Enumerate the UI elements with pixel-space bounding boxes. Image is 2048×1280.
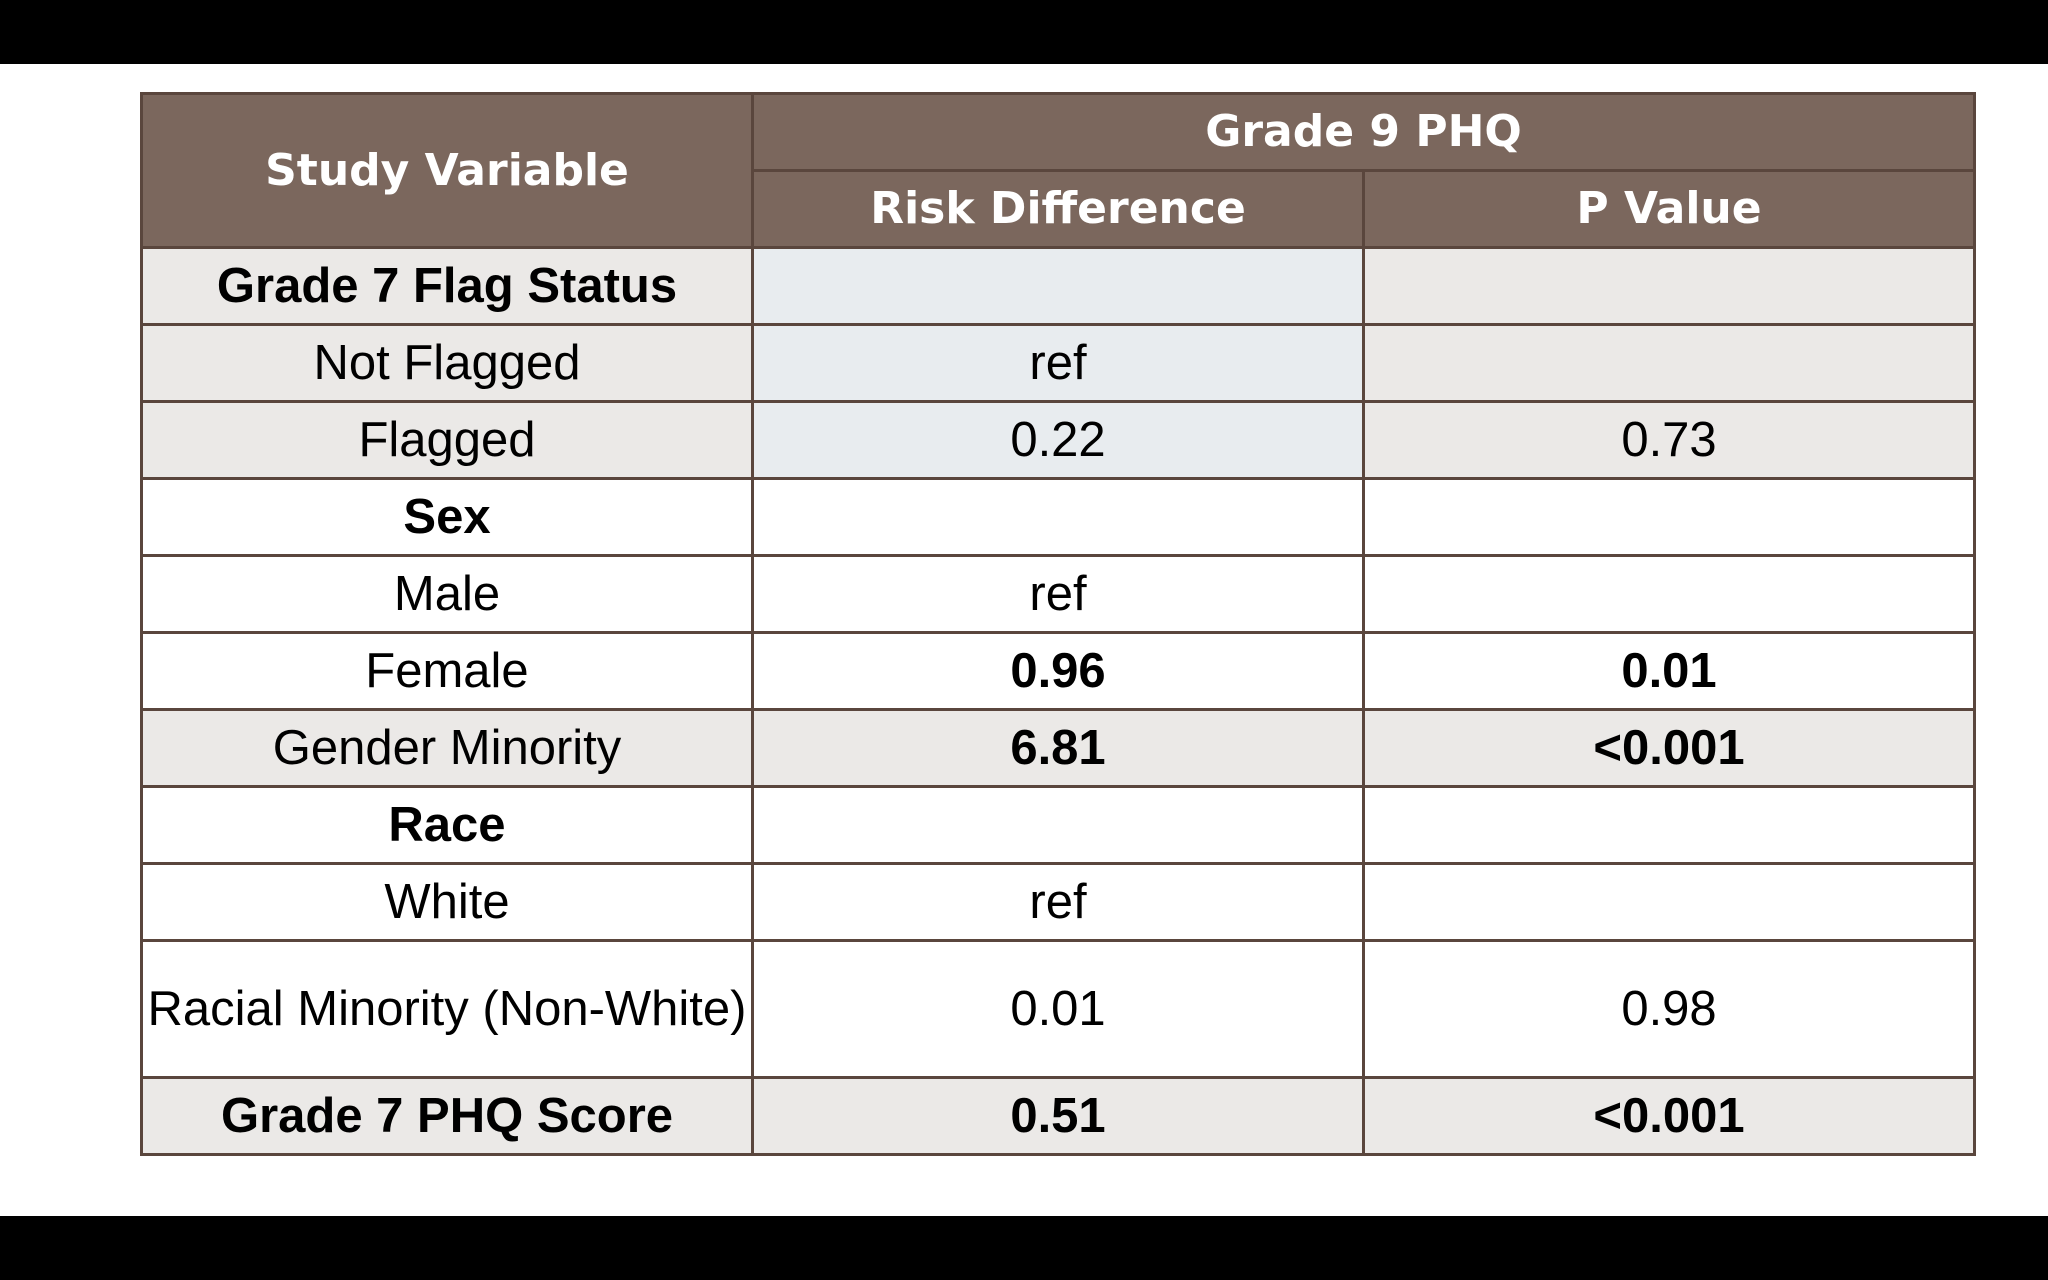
table-row: Race <box>140 785 1977 865</box>
table-row: Sex <box>140 477 1977 557</box>
row-label: Grade 7 Flag Status <box>140 246 754 326</box>
p-value-cell <box>1361 477 1977 557</box>
row-label: White <box>140 862 754 942</box>
risk-difference-cell: 0.01 <box>751 939 1365 1079</box>
table-row: Gender Minority 6.81 <0.001 <box>140 708 1977 788</box>
grade9-phq-header: Grade 9 PHQ <box>750 92 1977 172</box>
p-value-cell: 0.73 <box>1361 400 1977 480</box>
table-row: Not Flagged ref <box>140 323 1977 403</box>
risk-difference-cell <box>751 785 1365 865</box>
risk-difference-cell: ref <box>751 554 1365 634</box>
risk-difference-cell <box>751 246 1365 326</box>
p-value-cell: <0.001 <box>1361 1076 1977 1156</box>
table-row: White ref <box>140 862 1977 942</box>
row-label: Racial Minority (Non-White) <box>140 939 754 1079</box>
risk-difference-cell: 0.51 <box>751 1076 1365 1156</box>
table-row: Grade 7 Flag Status <box>140 246 1977 326</box>
risk-difference-cell: 0.22 <box>751 400 1365 480</box>
p-value-cell <box>1361 323 1977 403</box>
risk-difference-cell: ref <box>751 323 1365 403</box>
risk-difference-header: Risk Difference <box>751 169 1365 249</box>
bottom-letterbox <box>0 1216 2048 1280</box>
risk-difference-cell <box>751 477 1365 557</box>
row-label: Gender Minority <box>140 708 754 788</box>
row-label: Male <box>140 554 754 634</box>
p-value-cell <box>1361 862 1977 942</box>
row-label: Race <box>140 785 754 865</box>
risk-difference-cell: 0.96 <box>751 631 1365 711</box>
table-row: Racial Minority (Non-White) 0.01 0.98 <box>140 939 1977 1079</box>
results-table: Study Variable Grade 9 PHQ Risk Differen… <box>140 92 1977 1156</box>
slide: Study Variable Grade 9 PHQ Risk Differen… <box>0 64 2048 1216</box>
table-row: Male ref <box>140 554 1977 634</box>
p-value-cell <box>1361 246 1977 326</box>
risk-difference-cell: 6.81 <box>751 708 1365 788</box>
table-row: Grade 7 PHQ Score 0.51 <0.001 <box>140 1076 1977 1156</box>
row-label: Female <box>140 631 754 711</box>
study-variable-header: Study Variable <box>140 92 754 249</box>
table-row: Flagged 0.22 0.73 <box>140 400 1977 480</box>
table-row: Female 0.96 0.01 <box>140 631 1977 711</box>
p-value-cell: 0.98 <box>1361 939 1977 1079</box>
row-label: Not Flagged <box>140 323 754 403</box>
row-label: Flagged <box>140 400 754 480</box>
row-label: Grade 7 PHQ Score <box>140 1076 754 1156</box>
p-value-cell: 0.01 <box>1361 631 1977 711</box>
top-letterbox <box>0 0 2048 64</box>
p-value-header: P Value <box>1361 169 1977 249</box>
risk-difference-cell: ref <box>751 862 1365 942</box>
row-label: Sex <box>140 477 754 557</box>
p-value-cell <box>1361 554 1977 634</box>
p-value-cell: <0.001 <box>1361 708 1977 788</box>
p-value-cell <box>1361 785 1977 865</box>
